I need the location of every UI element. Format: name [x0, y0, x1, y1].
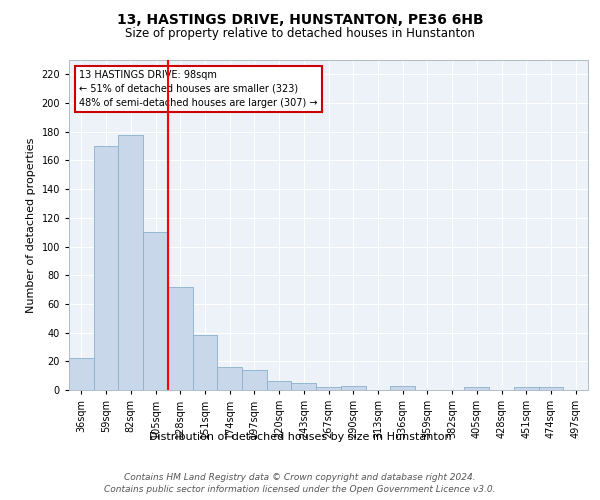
Bar — [390, 386, 415, 390]
Text: Contains HM Land Registry data © Crown copyright and database right 2024.: Contains HM Land Registry data © Crown c… — [124, 472, 476, 482]
Text: 13, HASTINGS DRIVE, HUNSTANTON, PE36 6HB: 13, HASTINGS DRIVE, HUNSTANTON, PE36 6HB — [116, 12, 484, 26]
Bar — [514, 387, 539, 390]
Bar — [464, 387, 489, 390]
Bar — [168, 286, 193, 390]
Text: Distribution of detached houses by size in Hunstanton: Distribution of detached houses by size … — [149, 432, 451, 442]
Text: Size of property relative to detached houses in Hunstanton: Size of property relative to detached ho… — [125, 28, 475, 40]
Bar — [267, 382, 292, 390]
Bar — [316, 387, 341, 390]
Y-axis label: Number of detached properties: Number of detached properties — [26, 138, 36, 312]
Bar — [94, 146, 118, 390]
Bar — [341, 386, 365, 390]
Bar — [69, 358, 94, 390]
Bar — [242, 370, 267, 390]
Bar — [217, 367, 242, 390]
Text: 13 HASTINGS DRIVE: 98sqm
← 51% of detached houses are smaller (323)
48% of semi-: 13 HASTINGS DRIVE: 98sqm ← 51% of detach… — [79, 70, 318, 108]
Bar — [143, 232, 168, 390]
Bar — [539, 387, 563, 390]
Bar — [118, 134, 143, 390]
Text: Contains public sector information licensed under the Open Government Licence v3: Contains public sector information licen… — [104, 485, 496, 494]
Bar — [292, 383, 316, 390]
Bar — [193, 336, 217, 390]
